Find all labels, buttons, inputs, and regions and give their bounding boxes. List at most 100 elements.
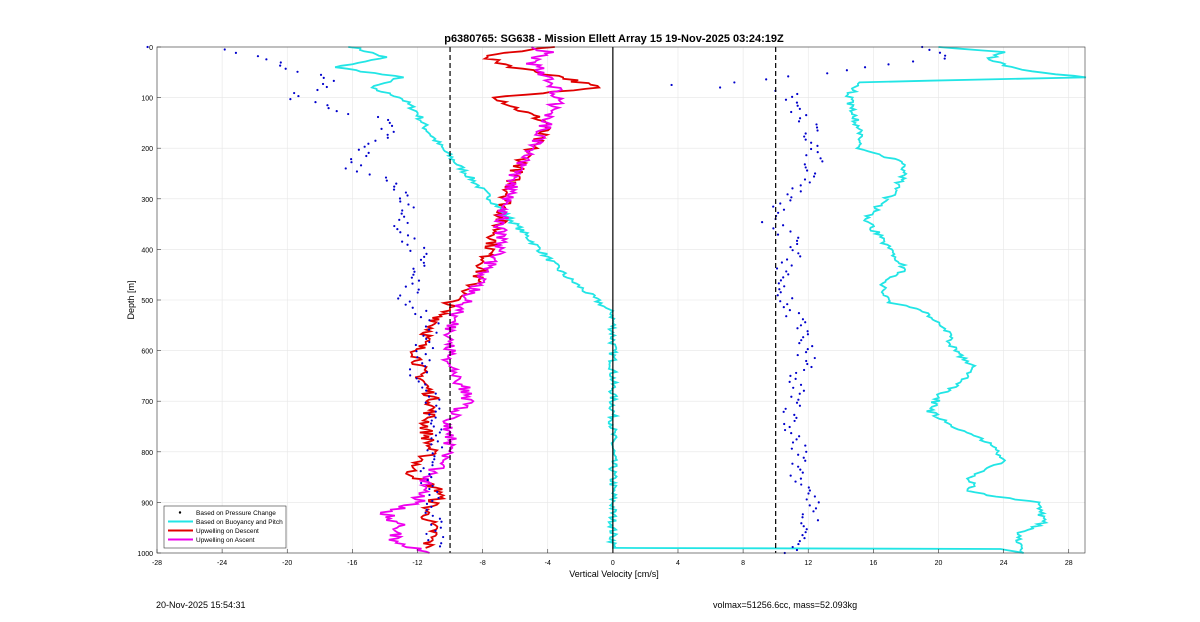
pressure-change-point: [392, 130, 395, 133]
pressure-change-point: [777, 211, 780, 214]
pressure-change-point: [319, 73, 323, 76]
pressure-change-point: [438, 398, 441, 401]
pressure-change-point: [440, 542, 443, 545]
pressure-change-point: [807, 486, 810, 489]
pressure-change-point: [404, 191, 408, 194]
pressure-change-point: [819, 157, 822, 160]
pressure-change-point: [425, 309, 428, 312]
pressure-change-point: [813, 495, 816, 498]
x-tick-label: -12: [412, 560, 422, 567]
pressure-change-point: [417, 380, 420, 383]
x-axis-label: Vertical Velocity [cm/s]: [569, 569, 659, 579]
x-tick-label: 12: [804, 560, 812, 567]
pressure-change-point: [943, 57, 946, 60]
pressure-change-point: [784, 407, 787, 410]
pressure-change-point: [815, 126, 819, 129]
axes-box: [156, 46, 1086, 554]
pressure-change-point: [427, 395, 431, 398]
pressure-change-point: [428, 493, 431, 497]
pressure-change-point: [421, 386, 424, 389]
pressure-change-point: [803, 135, 806, 138]
pressure-change-point: [790, 264, 793, 267]
pressure-change-point: [428, 413, 431, 416]
pressure-change-point: [427, 328, 431, 331]
pressure-change-point: [808, 489, 811, 492]
pressure-change-point: [321, 82, 325, 86]
pressure-change-point: [797, 252, 800, 255]
pressure-change-point: [791, 249, 794, 252]
pressure-change-point: [797, 453, 800, 456]
pressure-change-point: [814, 507, 818, 510]
pressure-change-point: [798, 404, 802, 407]
legend-label: Based on Buoyancy and Pitch: [196, 519, 283, 526]
x-tick-label: -24: [217, 560, 227, 567]
pressure-change-point: [805, 114, 808, 117]
pressure-change-point: [297, 94, 300, 98]
pressure-change-point: [783, 285, 786, 288]
pressure-change-point: [803, 537, 806, 540]
pressure-change-point: [801, 534, 804, 537]
pressure-change-point: [434, 410, 437, 413]
pressure-change-point: [808, 181, 811, 184]
pressure-change-point: [430, 437, 433, 440]
pressure-change-point: [797, 236, 800, 239]
pressure-change-point: [845, 69, 848, 72]
y-tick-label: 400: [141, 247, 153, 254]
pressure-change-point: [795, 438, 798, 441]
pressure-change-point: [430, 505, 433, 508]
pressure-change-point: [802, 389, 806, 392]
pressure-change-point: [332, 79, 335, 83]
pressure-change-point: [414, 343, 417, 347]
pressure-change-point: [412, 273, 415, 276]
legend: Based on Pressure Change Based on Buoyan…: [163, 505, 287, 549]
pressure-change-point: [411, 306, 414, 309]
pressure-change-point: [788, 309, 791, 312]
pressure-change-point: [367, 142, 370, 145]
pressure-change-point: [794, 480, 797, 483]
y-tick-label: 600: [141, 349, 153, 356]
pressure-change-point: [785, 270, 788, 273]
pressure-change-point: [438, 407, 441, 410]
pressure-change-point: [397, 297, 400, 300]
pressure-change-point: [420, 481, 423, 485]
pressure-change-point: [426, 478, 429, 482]
pressure-change-point: [437, 496, 440, 500]
pressure-change-point: [408, 368, 412, 371]
pressure-change-point: [426, 449, 429, 452]
pressure-change-point: [799, 383, 803, 386]
pressure-change-point: [398, 197, 402, 200]
pressure-change-point: [425, 389, 428, 392]
pressure-change-point: [399, 200, 402, 203]
pressure-change-point: [787, 75, 790, 78]
pressure-change-point: [797, 120, 801, 123]
pressure-change-point: [327, 107, 330, 110]
pressure-change-point: [799, 190, 802, 193]
pressure-change-point: [322, 76, 325, 79]
pressure-change-point: [816, 144, 819, 147]
pressure-change-point: [795, 416, 798, 419]
pressure-change-point: [296, 70, 299, 73]
legend-label: Upwelling on Ascent: [196, 537, 255, 544]
pressure-change-point: [434, 416, 437, 419]
pressure-change-point: [791, 462, 794, 465]
pressure-change-point: [416, 291, 419, 294]
pressure-change-point: [325, 85, 328, 89]
pressure-change-point: [788, 425, 791, 429]
x-tick-label: 0: [611, 560, 615, 567]
pressure-change-point: [938, 51, 942, 54]
pressure-change-point: [438, 545, 442, 548]
pressure-change-point: [795, 371, 798, 375]
pressure-change-point: [796, 327, 799, 330]
pressure-change-point: [431, 464, 434, 467]
pressure-change-point: [380, 127, 383, 130]
pressure-change-point: [425, 252, 428, 255]
x-tick-label: 24: [1000, 560, 1008, 567]
pressure-change-point: [355, 170, 359, 173]
pressure-change-point: [791, 95, 794, 98]
pressure-change-point: [789, 199, 792, 202]
pressure-change-point: [810, 141, 813, 144]
pressure-change-point: [433, 458, 436, 461]
pressure-change-point: [425, 532, 428, 536]
pressure-change-point: [804, 350, 808, 354]
pressure-change-point: [816, 150, 819, 154]
